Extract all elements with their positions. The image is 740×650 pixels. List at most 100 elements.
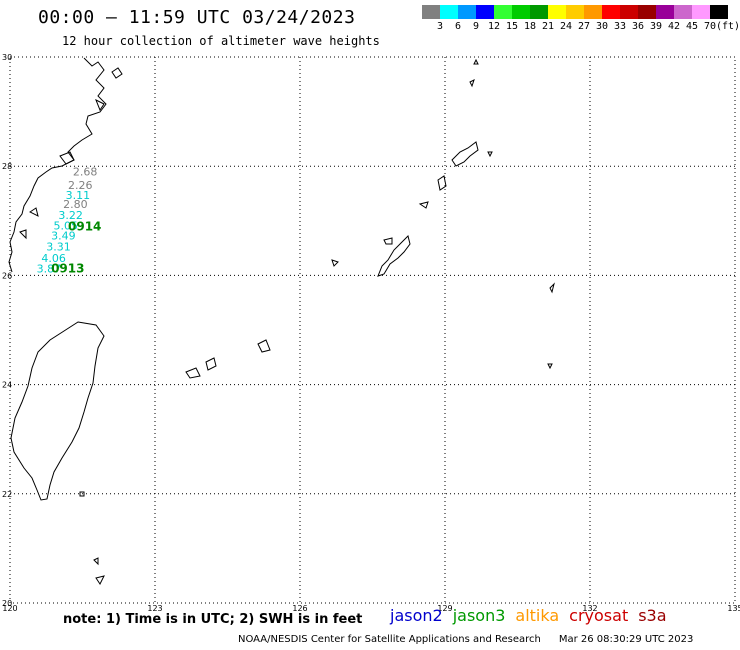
map-subtitle: 12 hour collection of altimeter wave hei… (62, 34, 380, 48)
amami-island (451, 141, 479, 167)
ryukyu-island (418, 201, 429, 209)
wave-height-label: 2.68 (73, 165, 98, 178)
colorbar-swatch (566, 5, 584, 19)
credits-timestamp: Mar 26 08:30:29 UTC 2023 (558, 634, 694, 645)
colorbar-swatch (692, 5, 710, 19)
longitude-tick-label: 120 (2, 604, 17, 613)
colorbar-labels: 3 6 9 12 15 18 21 24 27 30 33 36 39 42 45 70 (ft) (422, 21, 740, 33)
colorbar-label: 39 (649, 21, 663, 32)
map-frame (9, 56, 736, 604)
colorbar-swatch (584, 5, 602, 19)
taiwan-coastline (10, 321, 105, 501)
coastal-island (19, 229, 27, 240)
colorbar-label: 15 (505, 21, 519, 32)
satellite-legend-item: altika (515, 606, 560, 625)
ryukyu-island (437, 175, 447, 191)
longitude-tick-label: 132 (582, 604, 597, 613)
sakishima-island (257, 339, 271, 353)
colorbar-swatch (458, 5, 476, 19)
map-title: 00:00 – 11:59 UTC 03/24/2023 (38, 7, 356, 28)
wave-height-label: 4.06 (41, 252, 66, 265)
ryukyu-island (487, 151, 493, 158)
china-coastline (8, 57, 107, 273)
satellite-legend-item: jason3 (452, 606, 506, 625)
small-island (549, 282, 555, 294)
colorbar-label: 36 (631, 21, 645, 32)
coastlines (8, 57, 555, 585)
latitude-tick-label: 20 (2, 599, 12, 608)
wave-height-label: 5.05 (54, 220, 79, 233)
colorbar-swatch (656, 5, 674, 19)
latitude-tick-label: 26 (2, 271, 12, 280)
footer-note: note: 1) Time is in UTC; 2) SWH is in fe… (63, 612, 363, 627)
colorbar-label: (ft) (715, 21, 740, 32)
latitude-tick-label: 30 (2, 53, 12, 62)
latitude-tick-label: 22 (2, 490, 12, 499)
colorbar-label: 12 (487, 21, 501, 32)
map-grid: 120 123 126 129 132 135 20 22 24 26 28 30 (2, 53, 740, 613)
colorbar-swatch (530, 5, 548, 19)
wave-height-label: 3.22 (58, 209, 82, 222)
footer-credits: NOAA/NESDIS Center for Satellite Applica… (238, 634, 693, 645)
colorbar-label: 18 (523, 21, 537, 32)
colorbar-swatch (548, 5, 566, 19)
ryukyu-island (383, 237, 393, 245)
colorbar-label: 45 (685, 21, 699, 32)
colorbar-label: 9 (472, 21, 480, 32)
colorbar-label: 30 (595, 21, 609, 32)
coastal-island (29, 207, 39, 217)
wave-height-label: 3.87 (37, 263, 62, 276)
wave-height-label: 2.26 (68, 179, 93, 192)
colorbar-swatch (602, 5, 620, 19)
colorbar-swatch (476, 5, 494, 19)
sakishima-island (185, 367, 201, 379)
colorbar-label: 33 (613, 21, 627, 32)
wave-height-label: 3.11 (66, 189, 91, 202)
colorbar-swatch (422, 5, 440, 19)
credits-agency: NOAA/NESDIS Center for Satellite Applica… (238, 634, 541, 645)
colorbar-label: 42 (667, 21, 681, 32)
coastal-island (111, 67, 123, 79)
pass-id-label: 0913 (51, 262, 84, 276)
colorbar-swatch (620, 5, 638, 19)
wave-height-label: 3.49 (51, 229, 75, 242)
ryukyu-island (331, 259, 339, 267)
colorbar-label: 3 (436, 21, 444, 32)
colorbar-label: 6 (454, 21, 462, 32)
wave-height-colorbar (422, 5, 728, 19)
colorbar-swatch (512, 5, 530, 19)
longitude-tick-label: 135 (727, 604, 740, 613)
small-island (93, 557, 99, 566)
longitude-tick-label: 123 (147, 604, 162, 613)
colorbar-label: 70 (703, 21, 717, 32)
colorbar-swatch (494, 5, 512, 19)
latitude-tick-label: 28 (2, 162, 12, 171)
small-island (95, 575, 105, 585)
colorbar-label: 27 (577, 21, 591, 32)
satellite-legend-item: cryosat (569, 606, 629, 625)
okinawa-island (377, 235, 411, 277)
map-annotations: 2.682.263.112.803.225.053.493.314.063.87… (37, 165, 102, 275)
sakishima-island (205, 357, 217, 371)
small-island (547, 363, 553, 370)
colorbar-label: 24 (559, 21, 573, 32)
small-island (79, 491, 85, 497)
small-island (469, 79, 475, 88)
coastal-island (59, 151, 75, 165)
satellite-legend-item: jason2 (390, 606, 443, 625)
satellite-legend-item: s3a (638, 606, 667, 625)
colorbar-swatch (638, 5, 656, 19)
satellite-legend: jason2 jason3 altika cryosat s3a (390, 606, 677, 625)
small-island (473, 58, 479, 65)
longitude-tick-label: 126 (292, 604, 307, 613)
colorbar-swatch (674, 5, 692, 19)
pass-id-label: 0914 (68, 220, 101, 234)
latitude-tick-label: 24 (2, 381, 12, 390)
longitude-tick-label: 129 (437, 604, 452, 613)
wave-height-label: 2.80 (63, 198, 88, 211)
colorbar-swatch (710, 5, 728, 19)
wave-height-label: 3.31 (46, 240, 71, 253)
colorbar-swatch (440, 5, 458, 19)
